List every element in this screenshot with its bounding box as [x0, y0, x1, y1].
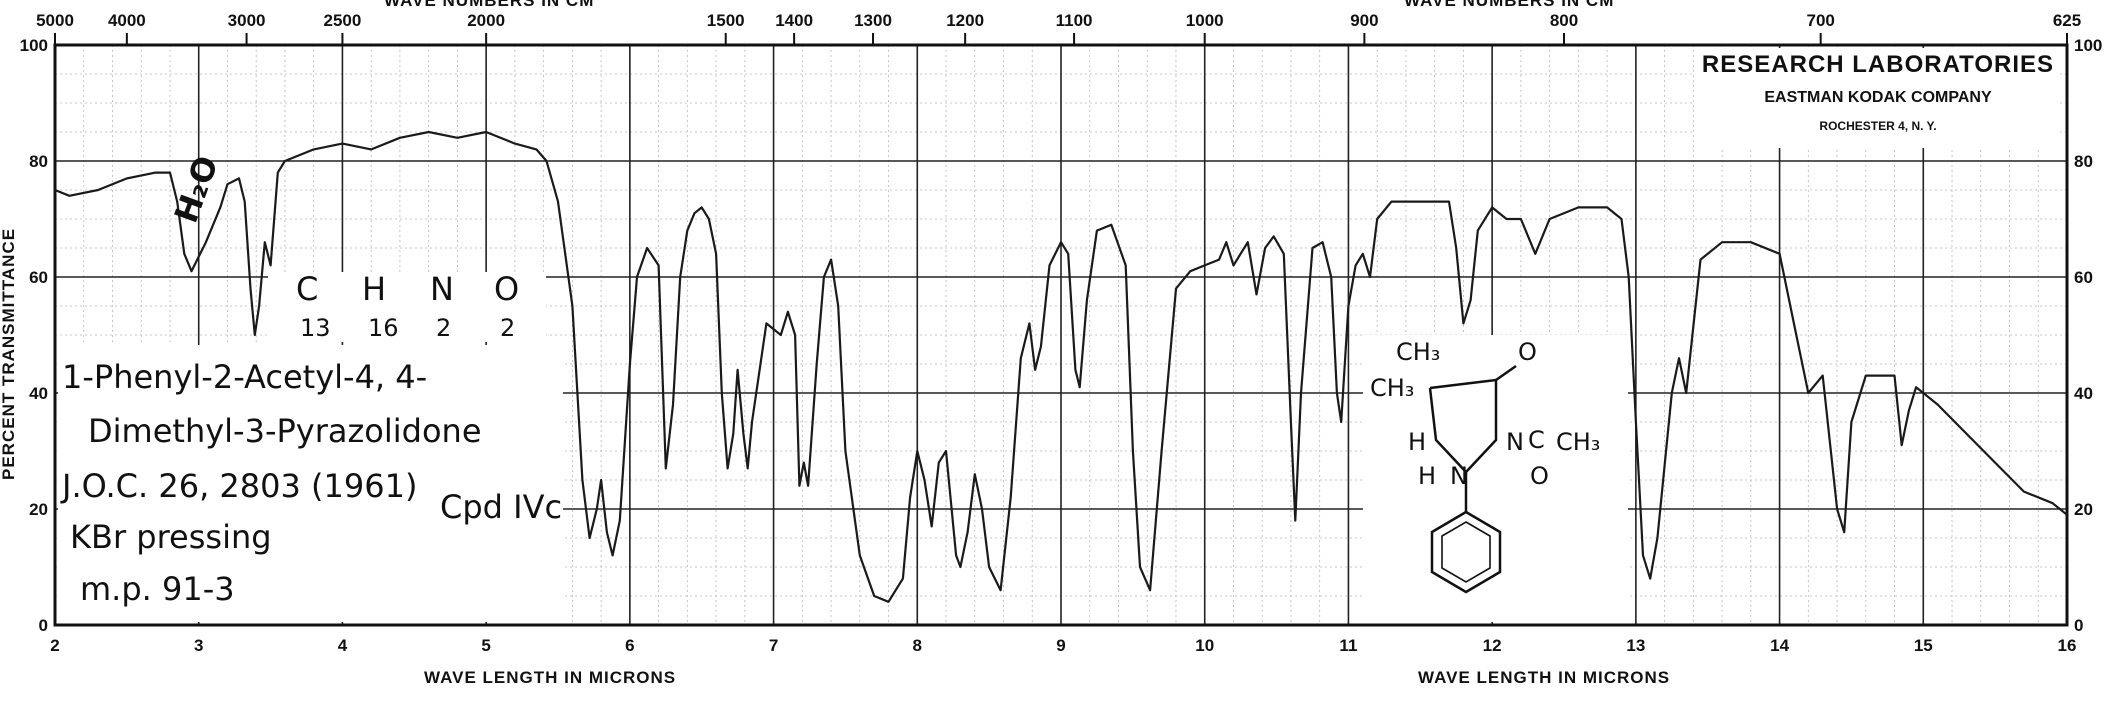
top-tick-label: 900 — [1350, 11, 1378, 30]
left-axis-ticks: 0 20 40 60 80 100 — [20, 36, 48, 635]
formula-c: C — [296, 270, 318, 308]
top-axis-ticks: 5000 4000 3000 2500 2000 1500 1400 1300 1200 1100… — [36, 11, 2081, 45]
x-axis-title: WAVE LENGTH IN MICRONS — [424, 668, 676, 687]
pyrazolidone-ring — [1428, 378, 1498, 474]
compound-id: Cpd IVc — [440, 488, 562, 526]
structure-ch3-left: CH₃ — [1370, 374, 1414, 402]
compound-name-line1: 1-Phenyl-2-Acetyl-4, 4- — [62, 358, 427, 396]
y-tick-label-right: 60 — [2074, 268, 2093, 287]
compound-name-line2: Dimethyl-3-Pyrazolidone — [88, 412, 482, 450]
structure-h-lower: H — [1418, 462, 1436, 490]
y-tick-label-left: 40 — [29, 384, 48, 403]
formula-o: O — [494, 270, 519, 308]
structure-n-right: N — [1506, 428, 1524, 456]
x-tick-label: 7 — [769, 636, 778, 655]
formula-n: N — [430, 270, 454, 308]
lab-header-line3: ROCHESTER 4, N. Y. — [1819, 119, 1936, 133]
y-tick-label-left: 20 — [29, 500, 48, 519]
x-tick-label: 9 — [1056, 636, 1065, 655]
y-tick-label-left: 60 — [29, 268, 48, 287]
spectrum-line — [54, 130, 2068, 603]
structure-h-upper: H — [1408, 428, 1426, 456]
top-tick-label: 2500 — [324, 11, 362, 30]
molecular-formula: C 13 H 16 N 2 O 2 — [296, 270, 519, 342]
formula-n-count: 2 — [436, 314, 451, 342]
y-tick-label-left: 80 — [29, 152, 48, 171]
x-tick-label: 6 — [625, 636, 634, 655]
structure-c: C — [1528, 426, 1545, 454]
y-tick-label-right: 0 — [2074, 616, 2083, 635]
y-tick-label-left: 0 — [39, 616, 48, 635]
x-tick-label: 8 — [913, 636, 922, 655]
lab-header-line2: EASTMAN KODAK COMPANY — [1764, 89, 1992, 106]
y-tick-label-left: 100 — [20, 36, 48, 55]
top-tick-label: 1400 — [775, 11, 813, 30]
x-tick-label: 5 — [481, 636, 490, 655]
x-tick-label: 14 — [1770, 636, 1789, 655]
x-tick-label: 16 — [2058, 636, 2077, 655]
melting-point: m.p. 91-3 — [80, 570, 235, 608]
top-tick-label: 4000 — [108, 11, 146, 30]
structure-ch3-top: CH₃ — [1396, 338, 1440, 366]
y-tick-label-right: 20 — [2074, 500, 2093, 519]
top-tick-label: 3000 — [228, 11, 266, 30]
structure-n-lower: N — [1450, 462, 1468, 490]
phenyl-ring — [1430, 510, 1502, 594]
formula-o-count: 2 — [500, 314, 515, 342]
right-axis-ticks: 0 20 40 60 80 100 — [2074, 36, 2102, 635]
top-tick-label: 800 — [1550, 11, 1578, 30]
lab-header-box — [1695, 48, 2060, 148]
y-tick-label-right: 100 — [2074, 36, 2102, 55]
top-tick-label: 625 — [2053, 11, 2081, 30]
plot-frame — [53, 43, 2069, 627]
x-axis-title-right: WAVE LENGTH IN MICRONS — [1418, 668, 1670, 687]
x-tick-label: 4 — [338, 636, 348, 655]
top-tick-label: 1300 — [854, 11, 892, 30]
x-tick-label: 3 — [194, 636, 203, 655]
x-tick-label: 12 — [1483, 636, 1502, 655]
x-tick-label: 15 — [1914, 636, 1933, 655]
top-tick-label: 700 — [1806, 11, 1834, 30]
formula-h: H — [362, 270, 386, 308]
formula-c-count: 13 — [300, 314, 331, 342]
method: KBr pressing — [70, 518, 272, 556]
top-axis-title-right: WAVE NUMBERS IN CM — [1404, 0, 1614, 10]
x-tick-label: 11 — [1339, 636, 1357, 655]
structure-o-lower: O — [1530, 462, 1549, 490]
structure-labels: CH₃ CH₃ O N C CH₃ H H N O — [1370, 338, 1600, 490]
annotation-box — [58, 345, 563, 622]
carbonyl-bond — [1495, 364, 1517, 382]
lab-header-line1: RESEARCH LABORATORIES — [1702, 51, 2054, 78]
top-tick-label: 2000 — [467, 11, 505, 30]
structure-ch3-acetyl: CH₃ — [1556, 428, 1600, 456]
formula-box — [268, 272, 546, 342]
phenyl-inner-ring — [1441, 521, 1491, 583]
y-tick-label-right: 40 — [2074, 384, 2093, 403]
top-tick-label: 1100 — [1056, 11, 1093, 30]
x-tick-label: 13 — [1626, 636, 1645, 655]
y-tick-label-right: 80 — [2074, 152, 2093, 171]
top-axis-title-left: WAVE NUMBERS IN CM — [384, 0, 594, 10]
top-tick-label: 1000 — [1186, 11, 1224, 30]
top-tick-label: 5000 — [36, 11, 74, 30]
reference: J.O.C. 26, 2803 (1961) — [60, 467, 417, 505]
top-tick-label: 1200 — [946, 11, 984, 30]
chemical-structure — [1428, 364, 1517, 594]
y-axis-title: PERCENT TRANSMITTANCE — [0, 228, 18, 480]
top-tick-label: 1500 — [707, 11, 745, 30]
structure-o-top: O — [1518, 338, 1537, 366]
x-tick-label: 10 — [1195, 636, 1214, 655]
x-tick-label: 2 — [50, 636, 59, 655]
formula-h-count: 16 — [368, 314, 399, 342]
bottom-axis-ticks: 2 3 4 5 6 7 8 9 10 11 12 13 14 15 16 — [50, 636, 2076, 655]
